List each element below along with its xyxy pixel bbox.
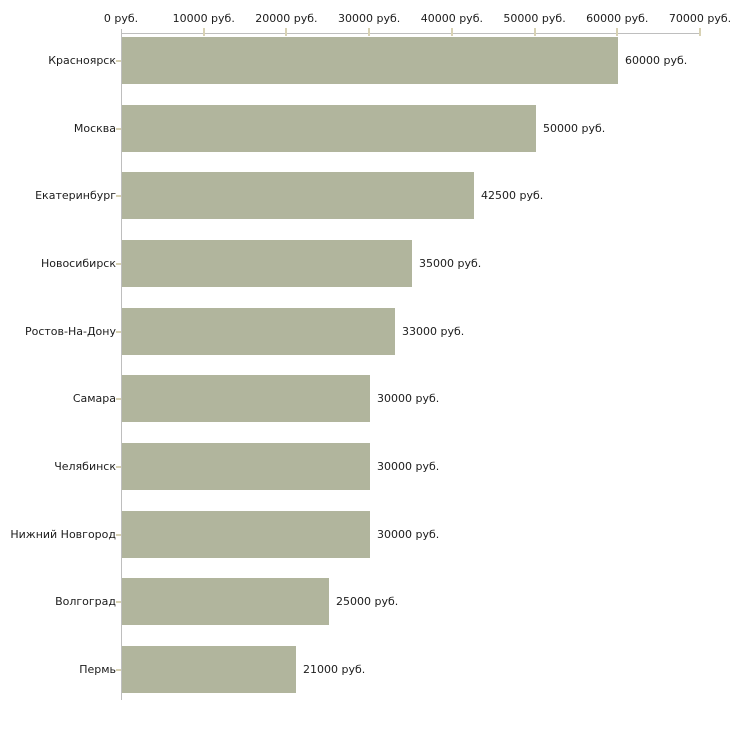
- y-axis-line: [121, 29, 122, 700]
- bar: [122, 646, 296, 693]
- y-tick-mark: [116, 195, 121, 197]
- bar: [122, 240, 412, 287]
- y-tick-mark: [116, 263, 121, 265]
- x-tick-label: 60000 руб.: [586, 12, 649, 25]
- value-label: 33000 руб.: [402, 325, 465, 338]
- x-tick-label: 30000 руб.: [338, 12, 401, 25]
- category-label: Волгоград: [55, 595, 116, 608]
- category-label: Новосибирск: [40, 257, 116, 270]
- value-label: 35000 руб.: [419, 257, 482, 270]
- bar: [122, 375, 370, 422]
- bar: [122, 578, 329, 625]
- value-label: 42500 руб.: [481, 189, 544, 202]
- y-tick-mark: [116, 60, 121, 62]
- x-tick-mark: [699, 28, 701, 36]
- y-tick-mark: [116, 466, 121, 468]
- y-tick-mark: [116, 398, 121, 400]
- y-tick-mark: [116, 669, 121, 671]
- x-tick-mark: [202, 28, 205, 36]
- x-tick-label: 70000 руб.: [668, 12, 730, 25]
- x-tick-mark: [450, 28, 453, 36]
- value-label: 21000 руб.: [303, 663, 366, 676]
- x-tick-label: 10000 руб.: [172, 12, 235, 25]
- category-label: Челябинск: [54, 460, 116, 473]
- x-tick-mark: [285, 28, 288, 36]
- value-label: 60000 руб.: [625, 54, 688, 67]
- category-label: Екатеринбург: [35, 189, 116, 202]
- category-label: Москва: [73, 122, 116, 135]
- value-label: 25000 руб.: [336, 595, 399, 608]
- value-label: 50000 руб.: [543, 122, 606, 135]
- x-tick-label: 20000 руб.: [255, 12, 318, 25]
- x-tick-mark: [616, 28, 619, 36]
- y-tick-mark: [116, 601, 121, 603]
- category-label: Нижний Новгород: [10, 528, 116, 541]
- y-tick-mark: [116, 128, 121, 130]
- x-axis-line: [121, 33, 701, 34]
- x-tick-label: 0 руб.: [103, 12, 139, 25]
- x-tick-mark: [368, 28, 371, 36]
- x-tick-label: 50000 руб.: [503, 12, 566, 25]
- bar: [122, 511, 370, 558]
- category-label: Самара: [72, 392, 116, 405]
- y-tick-mark: [116, 331, 121, 333]
- value-label: 30000 руб.: [377, 528, 440, 541]
- category-label: Пермь: [79, 663, 116, 676]
- y-tick-mark: [116, 534, 121, 536]
- category-label: Красноярск: [48, 54, 116, 67]
- bar: [122, 308, 395, 355]
- bar: [122, 105, 536, 152]
- x-tick-mark: [533, 28, 536, 36]
- bar: [122, 37, 618, 84]
- value-label: 30000 руб.: [377, 392, 440, 405]
- bar: [122, 172, 474, 219]
- bar: [122, 443, 370, 490]
- category-label: Ростов-На-Дону: [24, 325, 116, 338]
- value-label: 30000 руб.: [377, 460, 440, 473]
- x-tick-label: 40000 руб.: [420, 12, 483, 25]
